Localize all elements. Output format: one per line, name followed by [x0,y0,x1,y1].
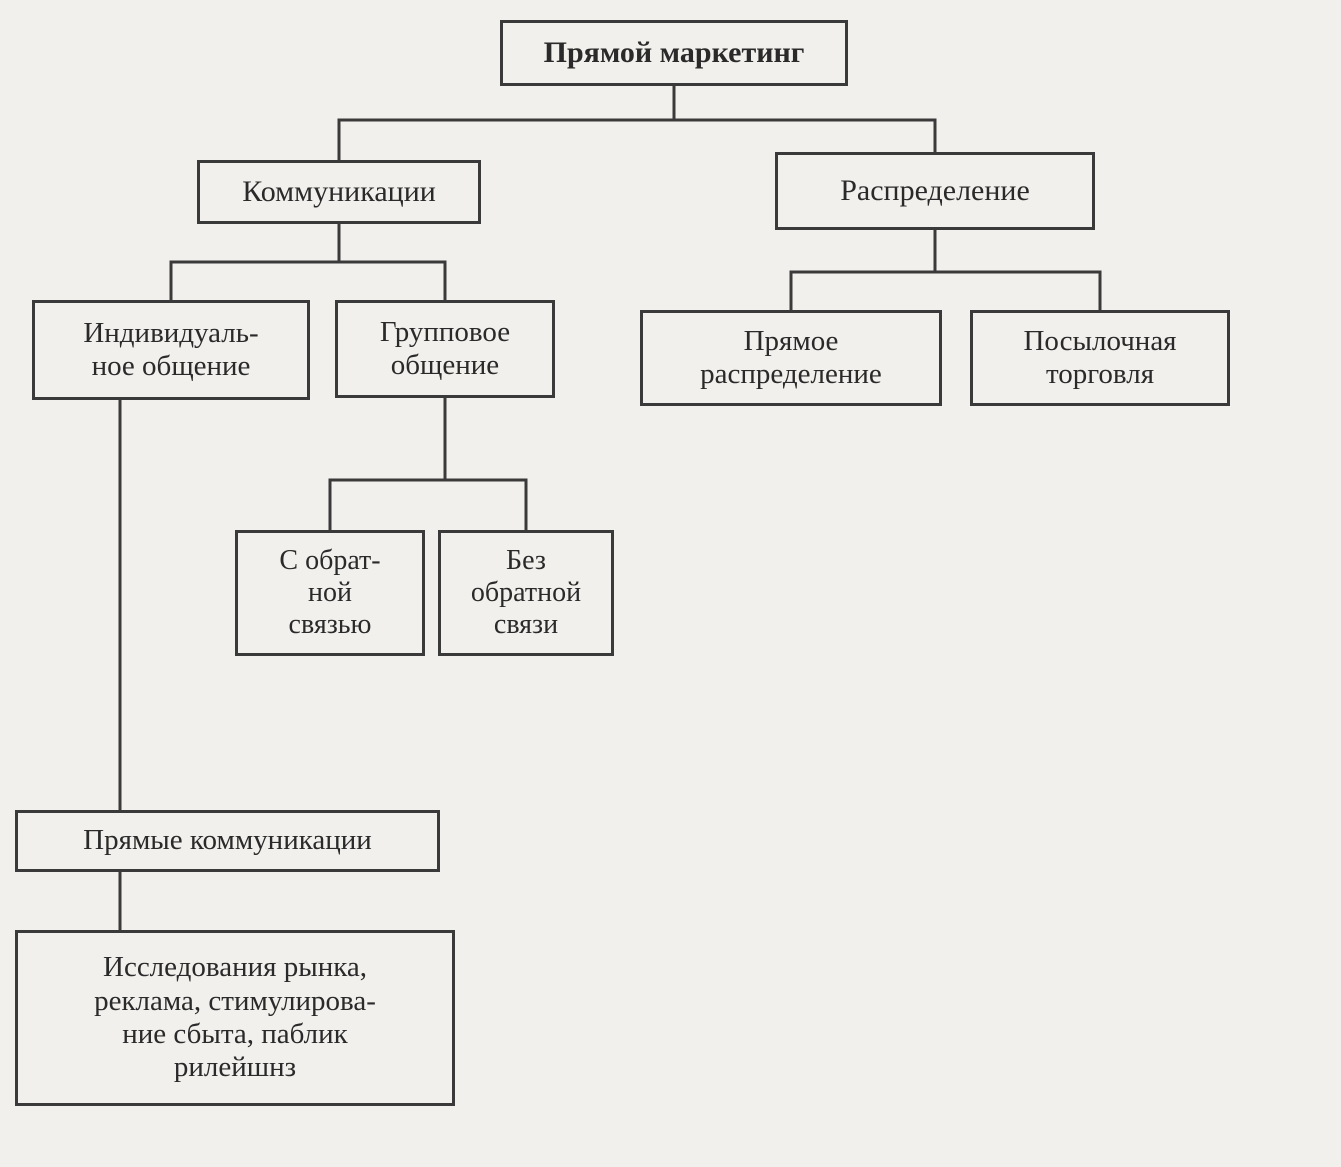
diagram-canvas: Прямой маркетинг Коммуникации Распределени… [0,0,1341,1167]
node-nofb: Без обратной связи [438,530,614,656]
node-comm: Коммуникации [197,160,481,224]
node-dircomm: Прямые коммуникации [15,810,440,872]
node-mail: Посылочная торговля [970,310,1230,406]
node-root: Прямой маркетинг [500,20,848,86]
node-distr: Распределение [775,152,1095,230]
node-details: Исследования рынка, реклама, стимулирова… [15,930,455,1106]
node-group: Групповое общение [335,300,555,398]
node-direct: Прямое распределение [640,310,942,406]
node-withfb: С обрат- ной связью [235,530,425,656]
node-indiv: Индивидуаль- ное общение [32,300,310,400]
